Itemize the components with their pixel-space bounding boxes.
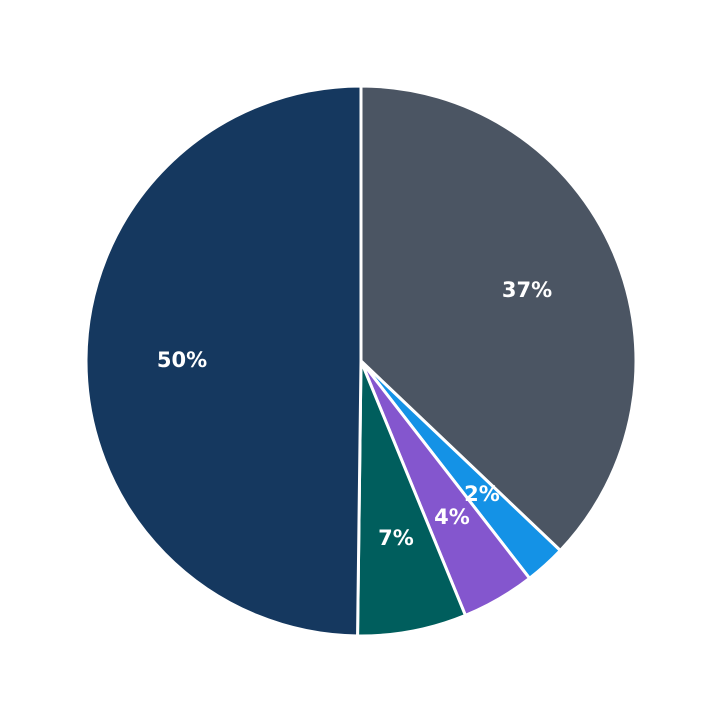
pie-slice-3 xyxy=(356,359,467,638)
pie-slice-0 xyxy=(359,84,638,553)
pie-slices xyxy=(84,84,638,638)
pie-labels: 37% 2% 4% 7% 50% xyxy=(157,278,552,550)
slice-label-3: 7% xyxy=(378,526,414,550)
slice-label-1: 2% xyxy=(464,482,500,506)
slice-label-0: 37% xyxy=(502,278,552,302)
slice-label-4: 50% xyxy=(157,348,207,372)
pie-slice-4 xyxy=(84,84,363,638)
slice-label-2: 4% xyxy=(434,505,470,529)
